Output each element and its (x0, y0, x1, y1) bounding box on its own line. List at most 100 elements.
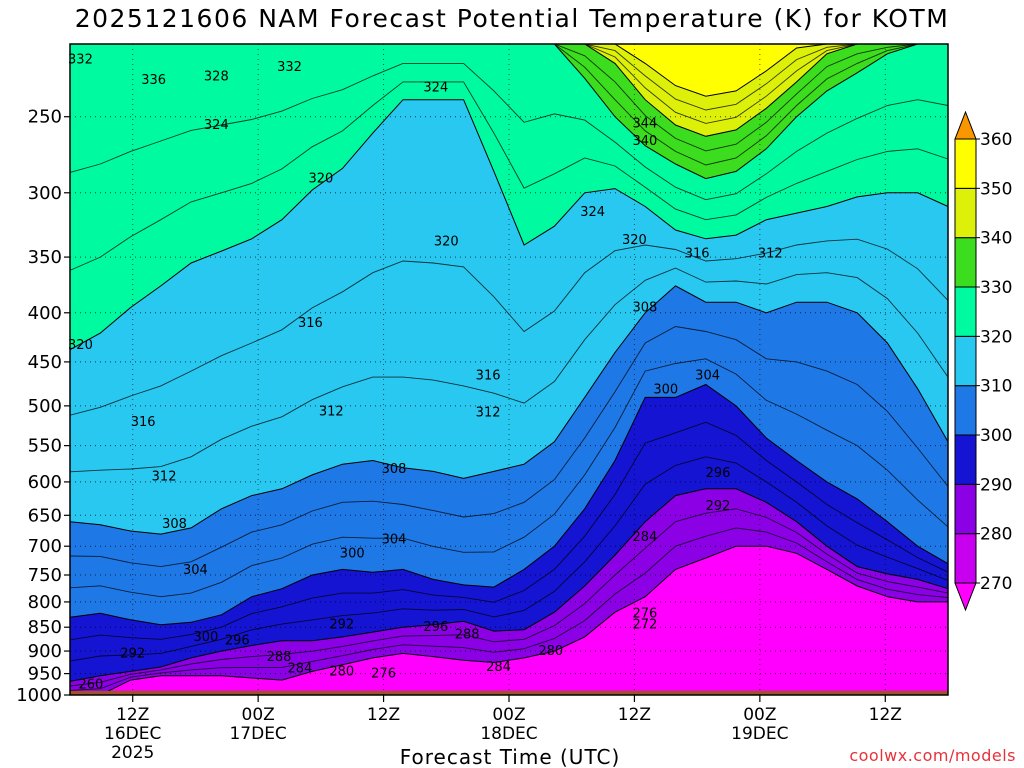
isentrope-line (69, 456, 949, 662)
x-tick-label: 18DEC (480, 724, 537, 744)
x-tick-label: 12Z (869, 705, 902, 725)
colorbar-tick-label: 270 (980, 574, 1012, 594)
isentrope-line (69, 488, 949, 682)
x-tick-label: 12Z (116, 705, 149, 725)
contour-label: 320 (622, 233, 647, 248)
y-tick-label: 700 (28, 536, 62, 557)
contour-label: 284 (486, 660, 511, 675)
colorbar-band (954, 237, 977, 288)
isentrope-line (69, 421, 949, 641)
contour-label: 284 (288, 661, 313, 676)
y-tick-label: 250 (28, 107, 62, 128)
x-tick-label: 16DEC (104, 724, 161, 744)
x-tick-label: 00Z (242, 705, 275, 725)
y-tick-label: 350 (28, 247, 62, 268)
contour-label: 312 (152, 469, 177, 484)
x-axis-title: Forecast Time (UTC) (399, 745, 621, 768)
y-tick-label: 300 (28, 183, 62, 204)
contour-label: 336 (141, 73, 166, 88)
isentrope-line (69, 267, 949, 473)
y-tick-label: 750 (28, 565, 62, 586)
colorbar-tick-label: 280 (980, 525, 1012, 545)
colorbar-tick-label: 290 (980, 475, 1012, 495)
colorbar-band (954, 533, 977, 584)
colorbar-band (954, 187, 977, 239)
y-tick-label: 950 (28, 664, 62, 685)
contour-label: 316 (685, 246, 710, 261)
isentrope-line (69, 508, 949, 687)
contour-label: 276 (632, 607, 657, 622)
colorbar-band (954, 385, 977, 436)
contour-label: 312 (319, 405, 344, 420)
y-tick-label: 450 (28, 352, 62, 373)
contour-label: 332 (68, 53, 93, 68)
contour-label: 288 (455, 628, 480, 643)
isentrope-line (69, 383, 949, 626)
colorbar-band (954, 335, 977, 387)
y-tick-label: 850 (28, 617, 62, 638)
contour-label: 324 (423, 80, 448, 95)
colorbar-band (954, 138, 977, 189)
x-tick-label: 2025 (111, 743, 154, 763)
colorbar-band (954, 110, 977, 140)
contour-label: 292 (120, 646, 145, 661)
isentrope-line (69, 62, 949, 201)
y-tick-label: 550 (28, 436, 62, 457)
contour-label: 288 (267, 650, 292, 665)
contour-label: 324 (204, 118, 229, 133)
isentrope-line (69, 527, 949, 691)
contour-label: 308 (382, 462, 407, 477)
contour-label: 260 (78, 677, 103, 692)
x-tick-label: 17DEC (229, 724, 286, 744)
colorbar-tick-label: 310 (980, 377, 1012, 397)
colorbar-tick-label: 350 (980, 179, 1012, 199)
source-credit-link[interactable]: coolwx.com/models (849, 746, 1016, 765)
x-tick-label: 00Z (492, 705, 525, 725)
contour-label: 300 (193, 630, 218, 645)
contour-label: 296 (423, 620, 448, 635)
contour-label: 316 (131, 415, 156, 430)
y-tick-label: 800 (28, 592, 62, 613)
colorbar-tick-label: 360 (980, 130, 1012, 150)
theta-band-350 (70, 44, 948, 97)
contour-label: 280 (538, 644, 563, 659)
x-tick-label: 19DEC (731, 724, 788, 744)
contour-label: 300 (653, 383, 678, 398)
contour-label: 300 (340, 546, 365, 561)
colorbar-tick-label: 320 (980, 327, 1012, 347)
contour-label: 308 (162, 517, 187, 532)
contour-label: 292 (329, 618, 354, 633)
isentrope-line (70, 545, 948, 696)
contour-label: 304 (183, 563, 208, 578)
contour-label: 304 (695, 369, 720, 384)
contour-label: 312 (476, 405, 501, 420)
contour-label: 320 (434, 234, 459, 249)
contour-label: 284 (632, 530, 657, 545)
ground-surface (70, 690, 948, 695)
contour-label: 320 (308, 172, 333, 187)
contour-label: 328 (204, 69, 229, 84)
colorbar-band (954, 286, 977, 337)
x-tick-label: 00Z (743, 705, 776, 725)
y-tick-label: 400 (28, 303, 62, 324)
colorbar-band (954, 582, 977, 612)
isentrope-line (69, 285, 949, 535)
y-tick-label: 650 (28, 505, 62, 526)
colorbar-band (954, 483, 977, 535)
isentrope-line (69, 326, 949, 568)
contour-label: 312 (758, 246, 783, 261)
y-tick-label: 600 (28, 472, 62, 493)
colorbar-band (954, 434, 977, 485)
contour-label: 276 (371, 667, 396, 682)
isentrope-line (69, 99, 949, 351)
y-tick-label: 900 (28, 641, 62, 662)
colorbar-tick-label: 300 (980, 426, 1012, 446)
contour-label: 340 (632, 134, 657, 149)
isentrope-line (69, 81, 949, 271)
contour-label: 320 (68, 338, 93, 353)
contour-label: 316 (298, 316, 323, 331)
x-tick-label: 12Z (618, 705, 651, 725)
contour-label: 324 (580, 205, 605, 220)
